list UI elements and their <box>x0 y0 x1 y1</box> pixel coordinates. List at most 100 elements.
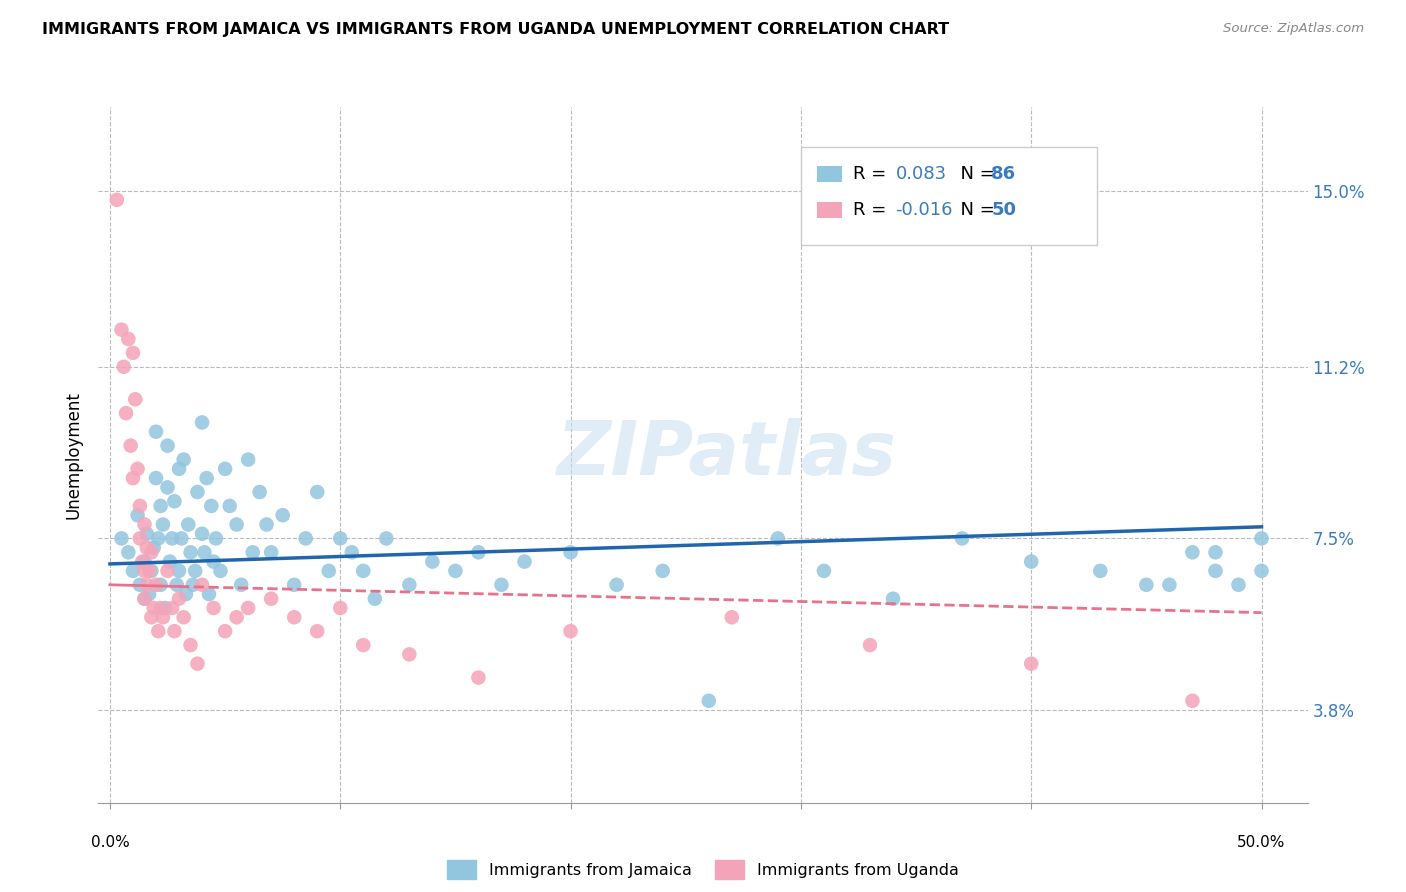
Point <box>173 610 195 624</box>
Point <box>1135 578 1157 592</box>
Point <box>163 494 186 508</box>
Point <box>560 624 582 639</box>
Point <box>813 564 835 578</box>
Point <box>560 545 582 559</box>
Text: 0.0%: 0.0% <box>90 835 129 850</box>
Point <box>198 587 221 601</box>
Text: 50.0%: 50.0% <box>1237 835 1285 850</box>
Point <box>120 439 142 453</box>
Point <box>177 517 200 532</box>
Point <box>135 541 157 555</box>
Point <box>117 545 139 559</box>
Point <box>256 517 278 532</box>
Point <box>128 578 150 592</box>
Point <box>117 332 139 346</box>
Point <box>112 359 135 374</box>
Point <box>160 532 183 546</box>
Text: 0.083: 0.083 <box>896 165 946 183</box>
Point <box>329 532 352 546</box>
Point <box>1019 555 1042 569</box>
Point <box>214 462 236 476</box>
Point <box>181 578 204 592</box>
Point <box>184 564 207 578</box>
Point <box>124 392 146 407</box>
Point <box>105 193 128 207</box>
Point <box>352 564 374 578</box>
Point <box>225 610 247 624</box>
Point <box>134 591 156 606</box>
Point <box>110 323 132 337</box>
Point <box>122 346 145 360</box>
Point <box>236 452 259 467</box>
Point <box>180 638 202 652</box>
Point <box>491 578 513 592</box>
Point <box>135 526 157 541</box>
Point <box>160 601 183 615</box>
Point <box>202 555 225 569</box>
Point <box>135 578 157 592</box>
Point <box>209 564 232 578</box>
Point <box>141 545 163 559</box>
Point <box>205 532 228 546</box>
Point <box>352 638 374 652</box>
Point <box>152 517 174 532</box>
Point <box>166 578 188 592</box>
Point <box>149 499 172 513</box>
Point <box>236 601 259 615</box>
Point <box>122 564 145 578</box>
Point <box>152 610 174 624</box>
Point <box>128 499 150 513</box>
Point <box>191 526 214 541</box>
Point <box>225 517 247 532</box>
Point <box>148 532 170 546</box>
Point <box>1204 564 1226 578</box>
Point <box>1181 545 1204 559</box>
Point <box>180 545 202 559</box>
Point <box>950 532 973 546</box>
Point <box>173 452 195 467</box>
Point <box>260 545 283 559</box>
Point <box>128 532 150 546</box>
Point <box>231 578 253 592</box>
Point <box>193 545 215 559</box>
Point <box>145 471 167 485</box>
Point <box>1090 564 1112 578</box>
Point <box>218 499 240 513</box>
Point <box>340 545 363 559</box>
Point <box>606 578 628 592</box>
Point <box>364 591 387 606</box>
Point <box>167 462 190 476</box>
Point <box>283 578 305 592</box>
Point <box>882 591 904 606</box>
Text: R =: R = <box>853 201 893 219</box>
Point <box>159 555 181 569</box>
Point <box>214 624 236 639</box>
Point <box>131 555 153 569</box>
Point <box>294 532 316 546</box>
Point <box>195 471 218 485</box>
Text: 86: 86 <box>991 165 1017 183</box>
Point <box>200 499 222 513</box>
Point <box>444 564 467 578</box>
Point <box>1227 578 1250 592</box>
Point <box>127 462 149 476</box>
Point <box>1250 564 1272 578</box>
Point <box>375 532 398 546</box>
Point <box>148 624 170 639</box>
Point <box>167 564 190 578</box>
Point <box>307 485 329 500</box>
Point <box>398 648 420 662</box>
Point <box>513 555 536 569</box>
Point <box>191 416 214 430</box>
Point <box>115 406 138 420</box>
Point <box>191 578 214 592</box>
Point <box>260 591 283 606</box>
Point <box>186 485 208 500</box>
Point <box>149 578 172 592</box>
Point <box>134 564 156 578</box>
Y-axis label: Unemployment: Unemployment <box>65 391 83 519</box>
Point <box>142 541 165 555</box>
Point <box>138 564 160 578</box>
Text: -0.016: -0.016 <box>896 201 953 219</box>
Point <box>134 555 156 569</box>
